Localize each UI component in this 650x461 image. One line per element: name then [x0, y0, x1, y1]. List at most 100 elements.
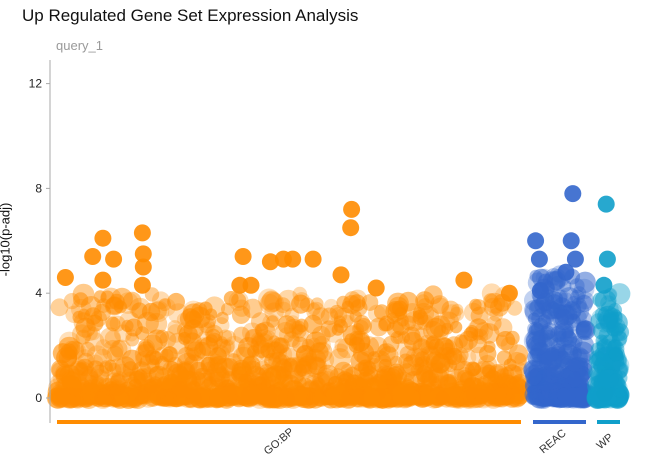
data-point	[575, 320, 596, 341]
data-point	[159, 331, 177, 348]
data-point	[417, 369, 436, 388]
data-point	[155, 389, 174, 407]
data-point	[260, 378, 275, 393]
y-tick-label: 12	[29, 77, 43, 91]
data-point	[469, 318, 489, 338]
data-point	[135, 326, 150, 341]
data-point	[231, 305, 251, 324]
data-point	[111, 287, 133, 310]
data-point	[342, 367, 363, 387]
data-point	[463, 326, 479, 342]
data-point	[544, 347, 559, 362]
data-point	[605, 389, 623, 407]
data-point	[552, 309, 574, 330]
data-point	[75, 349, 96, 370]
data-point	[493, 318, 513, 337]
data-point	[242, 322, 263, 343]
data-point	[277, 375, 290, 388]
data-point	[259, 330, 277, 348]
data-point	[402, 389, 420, 407]
data-point	[348, 294, 366, 312]
data-point	[206, 362, 227, 383]
data-point	[109, 340, 128, 358]
data-point	[490, 297, 509, 317]
data-point-highlight	[94, 271, 112, 289]
data-point	[414, 351, 430, 367]
data-point	[337, 390, 353, 406]
source-bar	[533, 420, 586, 424]
data-point-highlight	[134, 258, 152, 276]
data-point-highlight	[566, 250, 584, 268]
data-point	[203, 368, 216, 381]
data-point	[323, 298, 339, 314]
data-point	[388, 296, 409, 317]
data-point	[430, 295, 449, 314]
data-point	[577, 319, 591, 333]
data-point	[597, 369, 619, 391]
data-point	[167, 320, 183, 335]
data-point	[72, 324, 92, 344]
data-point	[361, 294, 379, 311]
data-point	[145, 388, 163, 407]
data-point	[104, 359, 117, 372]
data-point	[214, 371, 229, 386]
data-point-highlight	[133, 276, 151, 294]
data-point-highlight	[56, 269, 74, 286]
data-point	[475, 391, 489, 404]
data-point	[575, 320, 590, 336]
data-point	[275, 366, 291, 382]
data-point	[496, 334, 509, 347]
data-point	[303, 314, 323, 334]
data-point	[51, 362, 67, 378]
data-point	[86, 326, 101, 341]
data-point	[352, 323, 364, 335]
data-point	[431, 352, 454, 375]
data-point	[341, 363, 354, 377]
data-point-highlight	[595, 276, 613, 294]
data-point	[447, 350, 468, 371]
data-point	[402, 326, 421, 345]
data-point	[119, 311, 140, 333]
data-point	[297, 387, 310, 400]
data-point	[397, 380, 420, 402]
data-point	[255, 321, 276, 342]
data-point	[576, 320, 595, 339]
data-point	[125, 387, 144, 407]
data-point	[137, 341, 155, 358]
data-point	[554, 326, 575, 347]
data-point-highlight	[133, 224, 151, 242]
data-point	[555, 328, 577, 351]
data-point	[539, 391, 552, 404]
data-point	[423, 285, 443, 305]
data-point	[412, 338, 431, 357]
y-tick-label: 8	[35, 181, 42, 195]
data-point	[223, 291, 239, 306]
data-point	[378, 346, 399, 367]
data-point	[262, 290, 282, 310]
data-point	[318, 371, 337, 389]
data-point	[47, 381, 70, 404]
data-point	[283, 331, 300, 348]
data-point	[73, 292, 89, 308]
data-point	[357, 359, 373, 375]
data-point	[266, 315, 279, 328]
data-point	[378, 358, 392, 372]
data-point	[599, 381, 616, 398]
x-tick-label: GO:BP	[262, 426, 296, 458]
data-point	[50, 359, 70, 380]
data-point	[393, 387, 412, 406]
data-point	[378, 343, 391, 356]
data-point	[219, 385, 238, 404]
data-point	[484, 292, 506, 314]
data-point	[571, 375, 589, 393]
data-point	[597, 305, 619, 328]
data-point-highlight	[242, 276, 260, 294]
data-point	[225, 353, 243, 371]
data-point	[106, 345, 123, 362]
data-point	[104, 330, 121, 347]
data-point	[562, 327, 579, 344]
data-point	[417, 335, 437, 354]
data-point	[414, 327, 429, 342]
data-point	[592, 292, 607, 307]
data-point	[320, 383, 334, 397]
